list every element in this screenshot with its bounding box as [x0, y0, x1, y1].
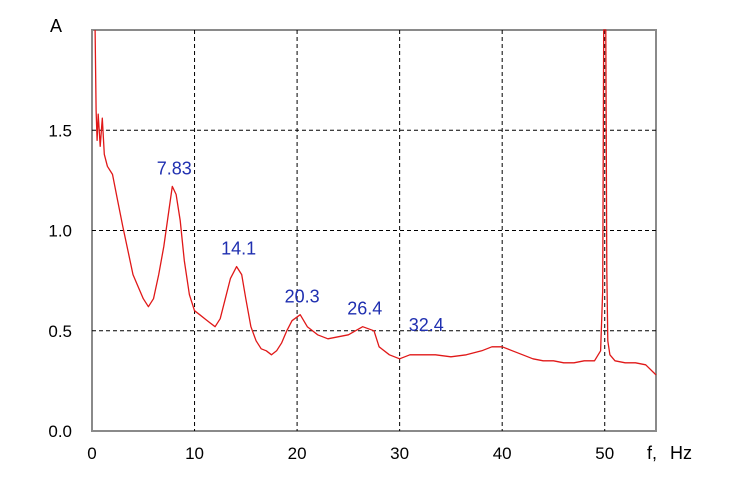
y-axis-label: A: [50, 16, 62, 36]
x-tick-label: 40: [493, 444, 512, 463]
peak-label: 14.1: [221, 239, 256, 259]
peak-label: 26.4: [347, 299, 382, 319]
peak-label: 20.3: [285, 287, 320, 307]
y-axis-ticks: 0.0 0.5 1.0 1.5: [48, 121, 72, 441]
y-tick-label: 1.0: [48, 222, 72, 241]
y-tick-label: 0.0: [48, 422, 72, 441]
x-tick-label: 10: [185, 444, 204, 463]
y-tick-label: 1.5: [48, 121, 72, 140]
x-tick-label: 50: [595, 444, 614, 463]
x-tick-label: 30: [390, 444, 409, 463]
x-tick-label: 0: [87, 444, 96, 463]
x-axis-unit: Hz: [670, 443, 692, 463]
peak-label: 32.4: [409, 315, 444, 335]
y-tick-label: 0.5: [48, 322, 72, 341]
x-axis-ticks: 0 10 20 30 40 50: [87, 444, 614, 463]
peak-annotations: 7.83 14.1 20.3 26.4 32.4: [157, 158, 444, 334]
x-tick-label: 20: [288, 444, 307, 463]
amplitude-series-line: [94, 29, 657, 376]
x-axis-label: f,: [647, 443, 657, 463]
peak-label: 7.83: [157, 158, 192, 178]
